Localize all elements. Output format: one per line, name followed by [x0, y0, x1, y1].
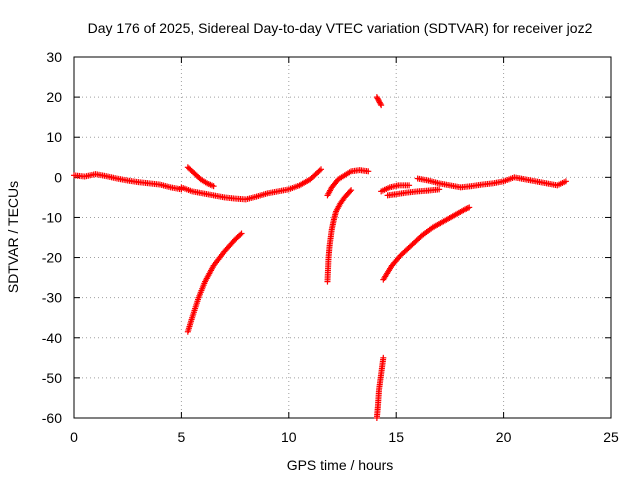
y-tick-label: -50 [42, 370, 62, 386]
data-point [466, 204, 473, 211]
y-tick-label: -10 [42, 209, 62, 225]
data-point [406, 182, 413, 189]
x-tick-label: 15 [388, 429, 404, 445]
data-point [365, 168, 372, 175]
data-point [237, 231, 244, 238]
x-tick-label: 25 [603, 429, 619, 445]
data-point [562, 178, 569, 185]
x-axis-label: GPS time / hours [287, 457, 394, 473]
x-tick-label: 0 [70, 429, 78, 445]
grid [74, 57, 611, 418]
x-tick-label: 5 [178, 429, 186, 445]
plot-frame [73, 56, 612, 419]
axis-ticks: 0 5 10 15 20 25 -60 -50 -40 -30 -20 -10 0 10 20 30 [42, 49, 619, 445]
data-point [238, 230, 245, 237]
data-point [318, 166, 325, 173]
data-markers [71, 94, 569, 421]
data-point [378, 102, 385, 109]
data-point [348, 187, 355, 194]
chart-title: Day 176 of 2025, Sidereal Day-to-day VTE… [88, 20, 593, 36]
y-tick-label: 20 [46, 89, 62, 105]
y-tick-label: -60 [42, 410, 62, 426]
data-point [377, 100, 384, 107]
data-point [380, 354, 387, 361]
data-point [210, 183, 217, 190]
y-tick-label: -20 [42, 250, 62, 266]
data-point [347, 188, 354, 195]
x-tick-label: 20 [496, 429, 512, 445]
y-tick-label: 0 [54, 169, 62, 185]
y-tick-label: 10 [46, 129, 62, 145]
y-axis-label: SDTVAR / TECUs [5, 181, 21, 293]
y-tick-label: 30 [46, 49, 62, 65]
data-point [436, 186, 443, 193]
data-point [316, 167, 323, 174]
y-tick-label: -30 [42, 290, 62, 306]
y-tick-label: -40 [42, 330, 62, 346]
x-tick-label: 10 [281, 429, 297, 445]
